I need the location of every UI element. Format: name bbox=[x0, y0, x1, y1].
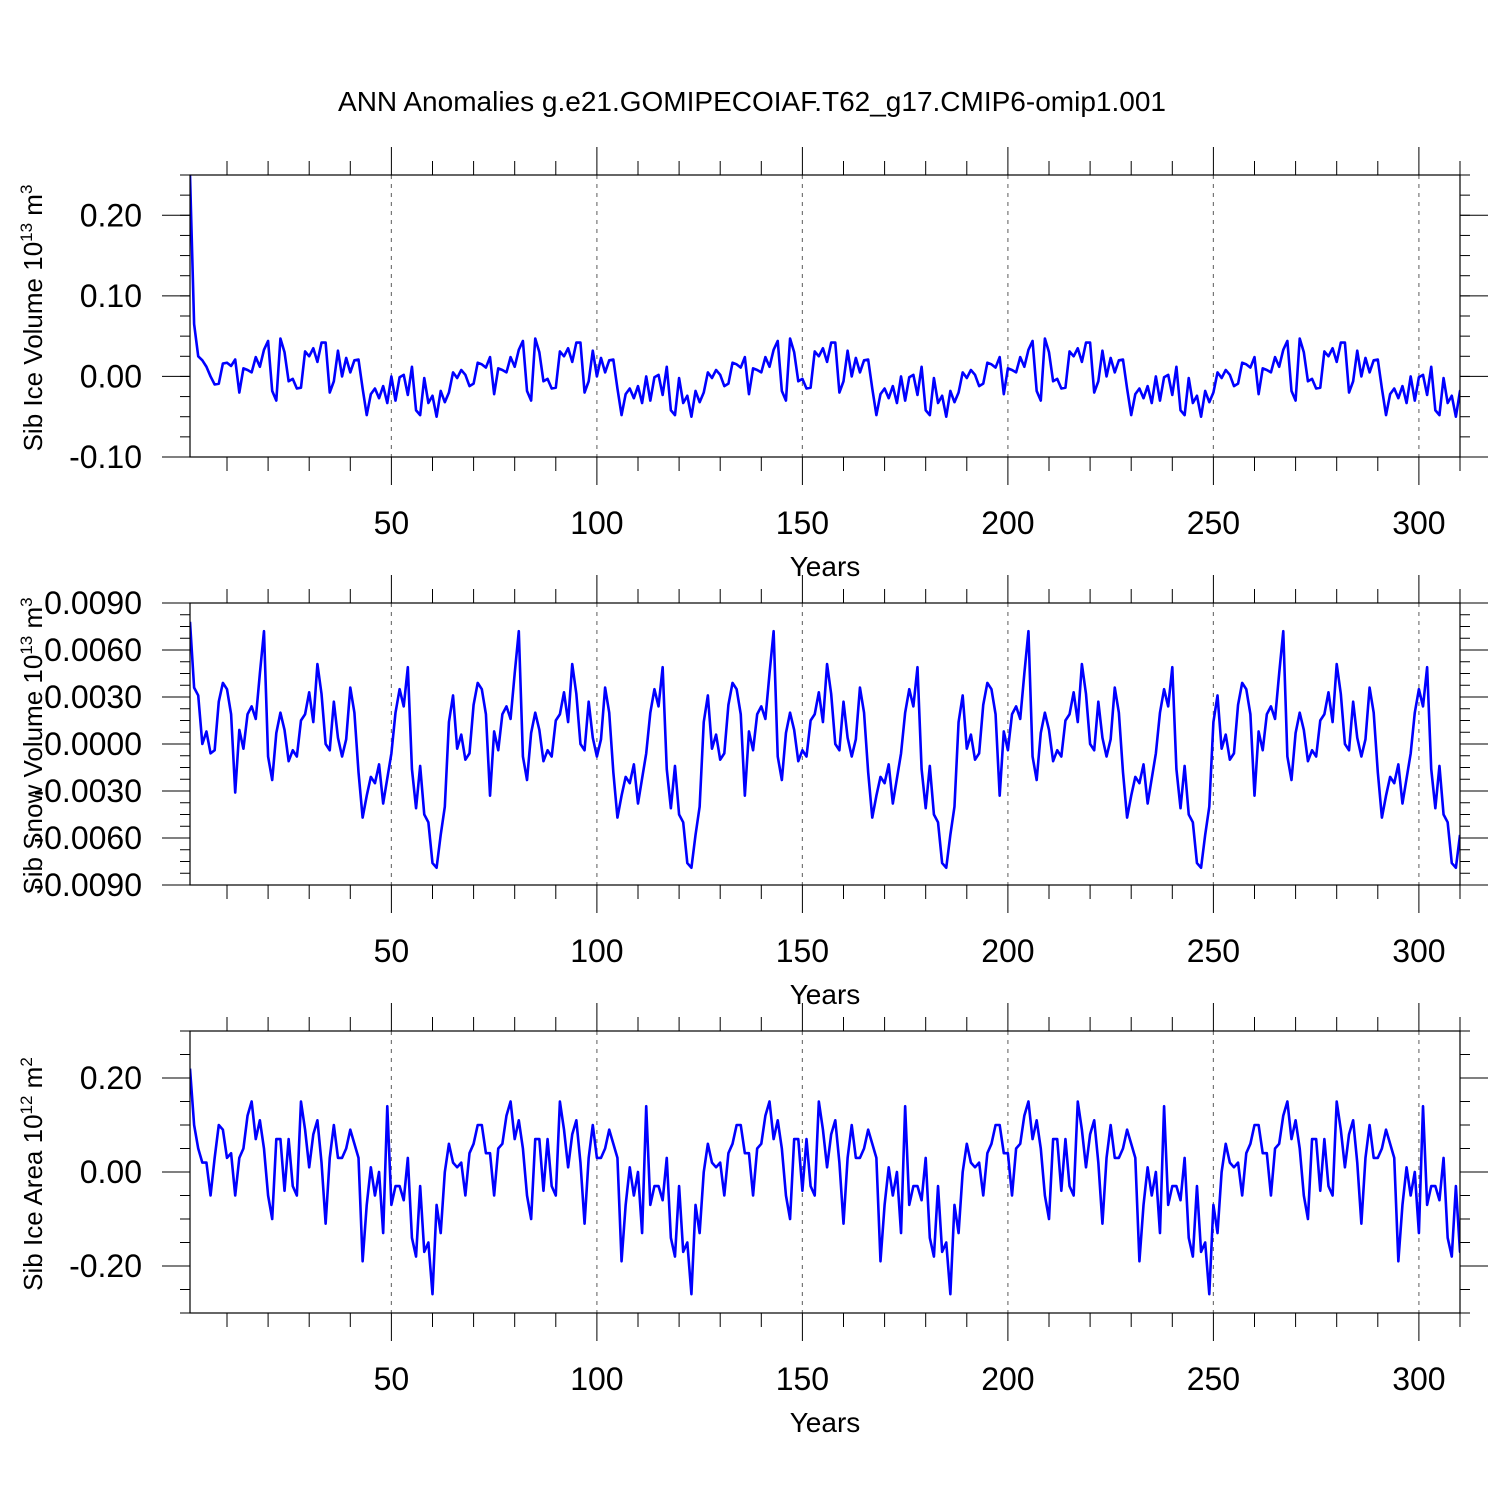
x-tick-label: 250 bbox=[1187, 933, 1240, 969]
y-axis-label-part: m bbox=[18, 1067, 48, 1096]
x-tick-label: 300 bbox=[1392, 1361, 1445, 1397]
y-axis-label-part: 13 bbox=[17, 223, 36, 242]
y-axis-label-part: Sib Snow Volume 10 bbox=[18, 655, 48, 895]
panel-volume: -0.10 0.00 0.10 0.20 50 100 150 200 250 300 Years S… bbox=[17, 147, 1488, 582]
panel-area: -0.20 0.00 0.20 50 100 150 200 250 300 Years Sib I… bbox=[17, 1003, 1488, 1438]
x-axis-label: Years bbox=[790, 551, 861, 582]
y-tick-label: 0.10 bbox=[80, 278, 142, 314]
x-tick-label: 150 bbox=[776, 1361, 829, 1397]
y-tick-label: 0.00 bbox=[80, 358, 142, 394]
y-tick-label: -0.0090 bbox=[33, 867, 142, 903]
x-tick-label: 300 bbox=[1392, 933, 1445, 969]
y-axis-label-part: Sib Ice Area 10 bbox=[18, 1114, 48, 1290]
y-tick-label: 0.00 bbox=[80, 1154, 142, 1190]
x-axis-label: Years bbox=[790, 979, 861, 1010]
y-axis-label-part: m bbox=[18, 607, 48, 636]
y-tick-label: 0.0030 bbox=[44, 679, 142, 715]
x-tick-label: 150 bbox=[776, 933, 829, 969]
series-line-snow bbox=[190, 621, 1460, 870]
figure-title: ANN Anomalies g.e21.GOMIPECOIAF.T62_g17.… bbox=[338, 86, 1166, 117]
y-axis-label-part: 2 bbox=[17, 1057, 36, 1066]
x-tick-label: 100 bbox=[570, 1361, 623, 1397]
y-tick-label: -0.0030 bbox=[33, 773, 142, 809]
plot-frame bbox=[189, 1030, 1461, 1314]
y-axis-label: Sib Ice Area 1012 m2 bbox=[17, 1057, 48, 1291]
plot-frame bbox=[189, 602, 1461, 886]
y-axis-label-part: 3 bbox=[17, 597, 36, 606]
x-tick-label: 250 bbox=[1187, 1361, 1240, 1397]
x-tick-label: 300 bbox=[1392, 505, 1445, 541]
y-tick-label: 0.0060 bbox=[44, 632, 142, 668]
y-axis-label-part: 13 bbox=[17, 636, 36, 655]
y-axis-label: Sib Snow Volume 1013 m3 bbox=[17, 597, 48, 894]
plot-frame bbox=[189, 174, 1461, 458]
x-tick-label: 50 bbox=[374, 933, 410, 969]
x-tick-label: 200 bbox=[981, 1361, 1034, 1397]
y-tick-label: -0.10 bbox=[69, 439, 142, 475]
x-tick-label: 200 bbox=[981, 505, 1034, 541]
x-tick-label: 50 bbox=[374, 505, 410, 541]
x-tick-label: 150 bbox=[776, 505, 829, 541]
x-tick-label: 100 bbox=[570, 505, 623, 541]
x-tick-label: 50 bbox=[374, 1361, 410, 1397]
y-tick-label: 0.20 bbox=[80, 1060, 142, 1096]
y-tick-label: 0.0090 bbox=[44, 585, 142, 621]
x-axis-label: Years bbox=[790, 1407, 861, 1438]
x-tick-label: 100 bbox=[570, 933, 623, 969]
series-line-volume bbox=[190, 175, 1460, 419]
y-axis-label-part: m bbox=[18, 194, 48, 223]
series-line-area bbox=[190, 1068, 1460, 1296]
x-tick-label: 250 bbox=[1187, 505, 1240, 541]
y-axis-label-part: 3 bbox=[17, 185, 36, 194]
y-tick-label: 0.20 bbox=[80, 197, 142, 233]
y-axis-label-part: Sib Ice Volume 10 bbox=[18, 242, 48, 452]
y-tick-label: -0.0060 bbox=[33, 820, 142, 856]
y-axis-label-part: 12 bbox=[17, 1096, 36, 1115]
panel-snow: -0.0090 -0.0060 -0.0030 0.0000 0.0030 0.0060 0… bbox=[17, 575, 1488, 1010]
y-tick-label: 0.0000 bbox=[44, 726, 142, 762]
x-tick-label: 200 bbox=[981, 933, 1034, 969]
y-axis-label: Sib Ice Volume 1013 m3 bbox=[17, 185, 48, 452]
y-tick-label: -0.20 bbox=[69, 1248, 142, 1284]
